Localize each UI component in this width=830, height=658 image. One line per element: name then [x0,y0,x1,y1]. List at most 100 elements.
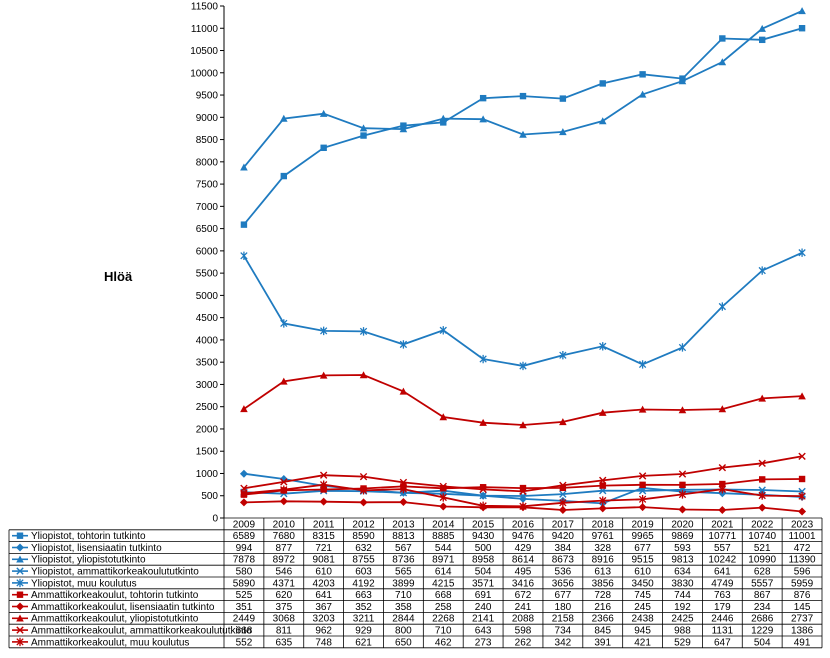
data-point [240,405,248,413]
data-label: 2366 [592,614,615,625]
data-point [440,119,447,126]
data-label: 8958 [472,555,495,566]
data-label: 4203 [313,578,336,589]
data-point [638,487,647,495]
data-label: 258 [435,602,452,613]
data-point [519,484,527,492]
data-label: 536 [555,567,572,578]
data-label: 4371 [273,578,296,589]
data-label: 8813 [392,531,415,542]
data-point [599,496,607,505]
y-tick-label: 8500 [196,135,219,146]
data-point [559,490,567,498]
data-label: 8315 [313,531,336,542]
y-axis: 0 500 1000 1500 2000 2500 3000 3500 4000 4500 5000… [190,2,225,525]
data-label: 663 [355,590,372,601]
legend-label: Yliopistot, tohtorin tutkinto [31,531,146,542]
data-point [638,495,647,504]
data-point [280,319,288,328]
x-tick-label: 2016 [512,519,535,530]
data-point [279,497,288,506]
data-label: 9761 [592,531,615,542]
data-label: 744 [674,590,691,601]
legend-marker [16,567,24,575]
data-label: 2449 [233,614,256,625]
data-label: 613 [594,567,611,578]
data-label: 734 [555,626,572,637]
data-point [399,498,408,507]
data-point [479,484,487,491]
data-label: 691 [475,590,492,601]
data-point [758,486,766,494]
data-point [798,475,806,483]
data-point [399,478,408,487]
data-label: 552 [236,637,253,648]
data-label: 3211 [353,614,375,625]
data-label: 877 [275,543,292,554]
x-tick-label: 2020 [671,519,694,530]
data-label: 5890 [233,578,256,589]
data-point [479,491,487,500]
data-point [678,406,687,414]
data-label: 929 [355,626,372,637]
data-label: 11390 [789,555,817,566]
data-label: 429 [515,543,532,554]
data-point [519,130,527,138]
data-point [798,491,806,501]
data-point [798,507,807,516]
data-point [519,487,527,496]
data-label: 2268 [432,614,455,625]
data-label: 643 [475,626,492,637]
data-label: 6589 [233,531,256,542]
data-point [519,494,527,503]
data-label: 472 [794,543,811,554]
data-label: 3416 [512,578,535,589]
data-point [359,327,368,336]
table-row: Ammattikorkeakoulut, lisensiaatin tutkin… [12,602,811,613]
data-label: 7878 [233,555,256,566]
data-point [359,124,368,132]
data-point [798,7,806,15]
y-tick-label: 1500 [196,447,219,458]
data-label: 2737 [791,614,814,625]
x-tick-label: 2019 [631,519,654,530]
data-label: 352 [355,602,372,613]
data-point [758,503,767,512]
y-tick-label: 5500 [196,269,219,280]
data-point [758,24,766,32]
data-label: 544 [435,543,452,554]
legend-label: Yliopistot, lisensiaatin tutkinto [31,543,162,554]
data-label: 748 [315,637,332,648]
data-point [280,114,288,122]
data-label: 3899 [392,578,415,589]
legend-label: Ammattikorkeakoulut, yliopistotutkinto [31,614,199,625]
y-tick-label: 8000 [196,157,219,168]
data-label: 3068 [273,614,296,625]
data-label: 9515 [631,555,654,566]
data-point [758,459,766,467]
data-label: 647 [714,637,731,648]
data-label: 634 [674,567,691,578]
data-point [280,485,288,494]
legend-marker [16,578,24,588]
data-point [320,144,327,152]
data-point [559,481,567,490]
data-point [559,351,567,360]
data-label: 216 [594,602,611,613]
x-tick-label: 2012 [352,519,375,530]
data-label: 596 [794,567,811,578]
data-label: 192 [674,602,691,613]
data-label: 632 [355,543,372,554]
data-label: 763 [714,590,731,601]
data-point [598,117,607,125]
legend-marker [16,591,24,598]
data-point [319,371,328,379]
data-label: 9420 [552,531,575,542]
table-row: Yliopistot, yliopistotutkinto 7878 8972 908… [12,555,816,566]
data-label: 8755 [352,555,375,566]
data-point [240,221,248,228]
data-label: 11001 [789,531,817,542]
data-label: 610 [315,567,332,578]
data-label: 10771 [708,531,736,542]
